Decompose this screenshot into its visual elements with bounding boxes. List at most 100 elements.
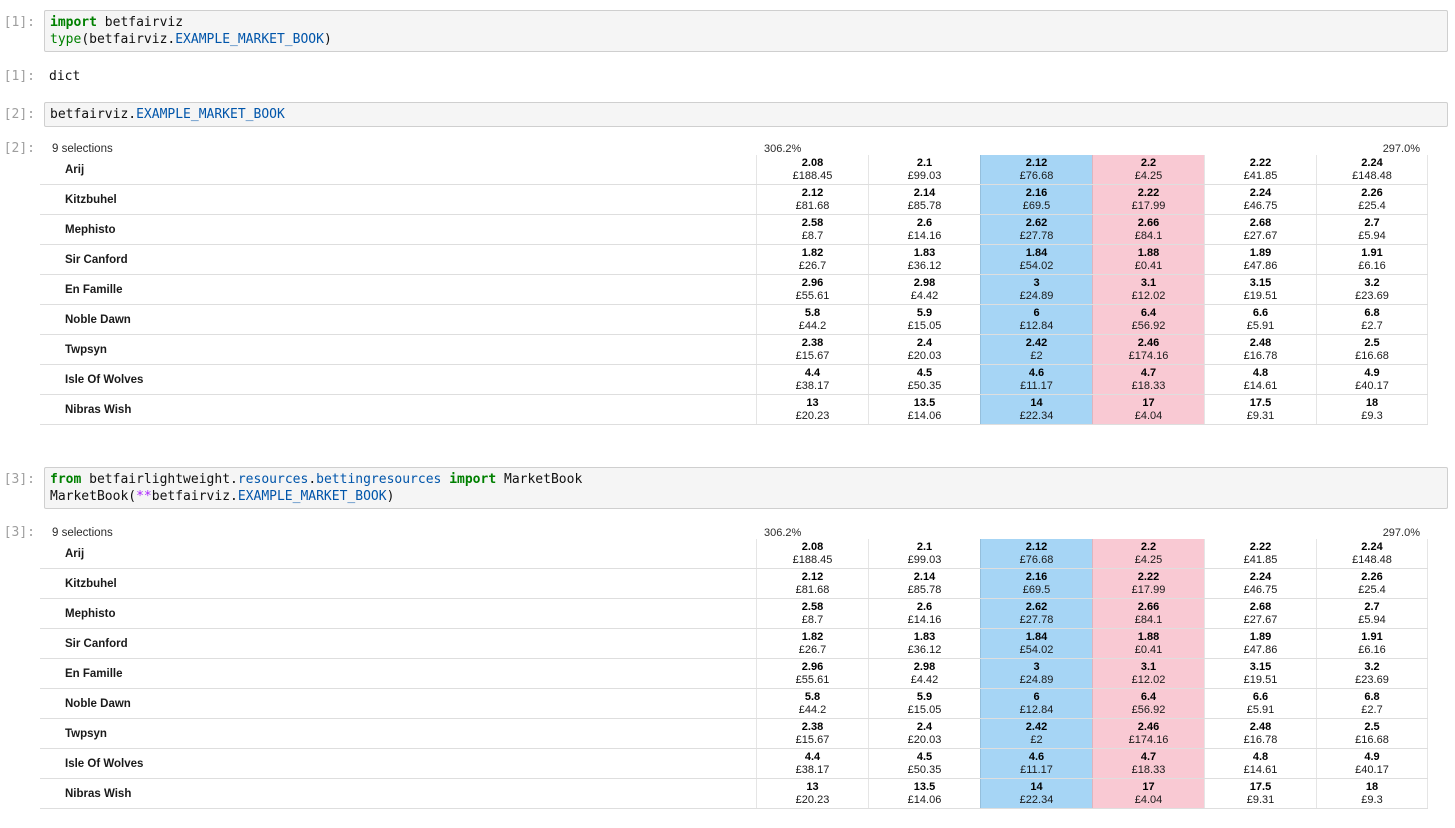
price-cell-back-3[interactable]: 5.8 £44.2: [756, 305, 868, 334]
price-cell-back-3[interactable]: 13 £20.23: [756, 395, 868, 424]
price-cell-lay-2[interactable]: 6.6 £5.91: [1204, 689, 1316, 718]
price-cell-lay-3[interactable]: 1.91 £6.16: [1316, 629, 1428, 658]
price-cell-back-2[interactable]: 4.5 £50.35: [868, 365, 980, 394]
price-cell-lay-3[interactable]: 3.2 £23.69: [1316, 275, 1428, 304]
price-cell-back-2[interactable]: 2.1 £99.03: [868, 155, 980, 184]
price-cell-back-3[interactable]: 2.96 £55.61: [756, 659, 868, 688]
price-cell-back-2[interactable]: 2.4 £20.03: [868, 335, 980, 364]
price-cell-lay-best[interactable]: 17 £4.04: [1092, 779, 1204, 808]
price-cell-lay-2[interactable]: 2.68 £27.67: [1204, 599, 1316, 628]
price-cell-lay-3[interactable]: 2.5 £16.68: [1316, 335, 1428, 364]
price-cell-lay-3[interactable]: 2.7 £5.94: [1316, 599, 1428, 628]
price-cell-back-3[interactable]: 2.58 £8.7: [756, 599, 868, 628]
price-cell-lay-3[interactable]: 1.91 £6.16: [1316, 245, 1428, 274]
price-cell-lay-best[interactable]: 6.4 £56.92: [1092, 689, 1204, 718]
price-cell-lay-3[interactable]: 2.26 £25.4: [1316, 185, 1428, 214]
price-cell-back-best[interactable]: 2.42 £2: [980, 335, 1092, 364]
price-cell-lay-3[interactable]: 2.24 £148.48: [1316, 539, 1428, 568]
price-cell-lay-best[interactable]: 17 £4.04: [1092, 395, 1204, 424]
price-cell-lay-best[interactable]: 1.88 £0.41: [1092, 245, 1204, 274]
price-cell-lay-best[interactable]: 2.22 £17.99: [1092, 569, 1204, 598]
price-cell-lay-2[interactable]: 6.6 £5.91: [1204, 305, 1316, 334]
price-cell-back-best[interactable]: 3 £24.89: [980, 659, 1092, 688]
code-editor[interactable]: betfairviz.EXAMPLE_MARKET_BOOK: [44, 102, 1448, 127]
price-cell-lay-best[interactable]: 6.4 £56.92: [1092, 305, 1204, 334]
price-cell-back-best[interactable]: 3 £24.89: [980, 275, 1092, 304]
price-cell-lay-3[interactable]: 4.9 £40.17: [1316, 749, 1428, 778]
price-cell-back-best[interactable]: 1.84 £54.02: [980, 245, 1092, 274]
price-cell-lay-best[interactable]: 2.2 £4.25: [1092, 155, 1204, 184]
price-cell-lay-3[interactable]: 2.7 £5.94: [1316, 215, 1428, 244]
price-cell-back-2[interactable]: 2.6 £14.16: [868, 215, 980, 244]
price-cell-back-3[interactable]: 2.58 £8.7: [756, 215, 868, 244]
code-editor[interactable]: from betfairlightweight.resources.bettin…: [44, 467, 1448, 509]
price-cell-back-2[interactable]: 13.5 £14.06: [868, 395, 980, 424]
price-cell-back-best[interactable]: 2.12 £76.68: [980, 539, 1092, 568]
price-cell-back-best[interactable]: 14 £22.34: [980, 395, 1092, 424]
price-cell-lay-2[interactable]: 2.22 £41.85: [1204, 539, 1316, 568]
price-cell-back-3[interactable]: 2.38 £15.67: [756, 335, 868, 364]
price-cell-back-3[interactable]: 1.82 £26.7: [756, 245, 868, 274]
price-cell-lay-2[interactable]: 3.15 £19.51: [1204, 659, 1316, 688]
price-cell-lay-best[interactable]: 3.1 £12.02: [1092, 659, 1204, 688]
price-cell-back-best[interactable]: 2.62 £27.78: [980, 599, 1092, 628]
price-cell-back-3[interactable]: 2.38 £15.67: [756, 719, 868, 748]
price-cell-back-3[interactable]: 2.96 £55.61: [756, 275, 868, 304]
price-cell-back-3[interactable]: 2.12 £81.68: [756, 185, 868, 214]
price-cell-lay-2[interactable]: 3.15 £19.51: [1204, 275, 1316, 304]
price-cell-lay-2[interactable]: 17.5 £9.31: [1204, 779, 1316, 808]
price-cell-back-best[interactable]: 2.16 £69.5: [980, 185, 1092, 214]
price-cell-lay-3[interactable]: 6.8 £2.7: [1316, 689, 1428, 718]
price-cell-back-2[interactable]: 5.9 £15.05: [868, 305, 980, 334]
price-cell-back-3[interactable]: 2.08 £188.45: [756, 155, 868, 184]
price-cell-lay-3[interactable]: 6.8 £2.7: [1316, 305, 1428, 334]
price-cell-back-best[interactable]: 2.42 £2: [980, 719, 1092, 748]
code-editor[interactable]: import betfairviz type(betfairviz.EXAMPLE…: [44, 10, 1448, 52]
price-cell-back-2[interactable]: 1.83 £36.12: [868, 245, 980, 274]
price-cell-lay-best[interactable]: 4.7 £18.33: [1092, 365, 1204, 394]
price-cell-lay-2[interactable]: 17.5 £9.31: [1204, 395, 1316, 424]
price-cell-lay-3[interactable]: 18 £9.3: [1316, 779, 1428, 808]
price-cell-back-2[interactable]: 2.98 £4.42: [868, 275, 980, 304]
price-cell-back-best[interactable]: 4.6 £11.17: [980, 749, 1092, 778]
price-cell-lay-3[interactable]: 2.24 £148.48: [1316, 155, 1428, 184]
price-cell-lay-3[interactable]: 2.5 £16.68: [1316, 719, 1428, 748]
price-cell-back-2[interactable]: 5.9 £15.05: [868, 689, 980, 718]
price-cell-lay-2[interactable]: 2.48 £16.78: [1204, 719, 1316, 748]
price-cell-lay-3[interactable]: 18 £9.3: [1316, 395, 1428, 424]
price-cell-lay-2[interactable]: 2.68 £27.67: [1204, 215, 1316, 244]
price-cell-back-best[interactable]: 6 £12.84: [980, 689, 1092, 718]
price-cell-lay-best[interactable]: 3.1 £12.02: [1092, 275, 1204, 304]
price-cell-lay-2[interactable]: 1.89 £47.86: [1204, 245, 1316, 274]
price-cell-lay-best[interactable]: 2.2 £4.25: [1092, 539, 1204, 568]
price-cell-back-2[interactable]: 4.5 £50.35: [868, 749, 980, 778]
price-cell-back-best[interactable]: 2.16 £69.5: [980, 569, 1092, 598]
price-cell-back-2[interactable]: 2.14 £85.78: [868, 185, 980, 214]
price-cell-back-3[interactable]: 4.4 £38.17: [756, 365, 868, 394]
price-cell-lay-best[interactable]: 2.66 £84.1: [1092, 599, 1204, 628]
price-cell-lay-best[interactable]: 2.22 £17.99: [1092, 185, 1204, 214]
price-cell-back-2[interactable]: 13.5 £14.06: [868, 779, 980, 808]
price-cell-back-3[interactable]: 4.4 £38.17: [756, 749, 868, 778]
price-cell-back-2[interactable]: 2.14 £85.78: [868, 569, 980, 598]
price-cell-back-2[interactable]: 2.1 £99.03: [868, 539, 980, 568]
price-cell-lay-2[interactable]: 4.8 £14.61: [1204, 365, 1316, 394]
price-cell-lay-3[interactable]: 4.9 £40.17: [1316, 365, 1428, 394]
price-cell-back-2[interactable]: 1.83 £36.12: [868, 629, 980, 658]
price-cell-lay-best[interactable]: 1.88 £0.41: [1092, 629, 1204, 658]
price-cell-back-2[interactable]: 2.4 £20.03: [868, 719, 980, 748]
price-cell-back-3[interactable]: 1.82 £26.7: [756, 629, 868, 658]
price-cell-lay-2[interactable]: 2.22 £41.85: [1204, 155, 1316, 184]
price-cell-back-2[interactable]: 2.6 £14.16: [868, 599, 980, 628]
price-cell-back-3[interactable]: 13 £20.23: [756, 779, 868, 808]
price-cell-back-3[interactable]: 2.12 £81.68: [756, 569, 868, 598]
price-cell-back-best[interactable]: 14 £22.34: [980, 779, 1092, 808]
price-cell-back-best[interactable]: 2.12 £76.68: [980, 155, 1092, 184]
price-cell-back-best[interactable]: 1.84 £54.02: [980, 629, 1092, 658]
price-cell-lay-3[interactable]: 2.26 £25.4: [1316, 569, 1428, 598]
price-cell-lay-2[interactable]: 4.8 £14.61: [1204, 749, 1316, 778]
price-cell-lay-best[interactable]: 2.46 £174.16: [1092, 335, 1204, 364]
price-cell-back-best[interactable]: 4.6 £11.17: [980, 365, 1092, 394]
price-cell-back-3[interactable]: 2.08 £188.45: [756, 539, 868, 568]
price-cell-lay-2[interactable]: 2.24 £46.75: [1204, 569, 1316, 598]
